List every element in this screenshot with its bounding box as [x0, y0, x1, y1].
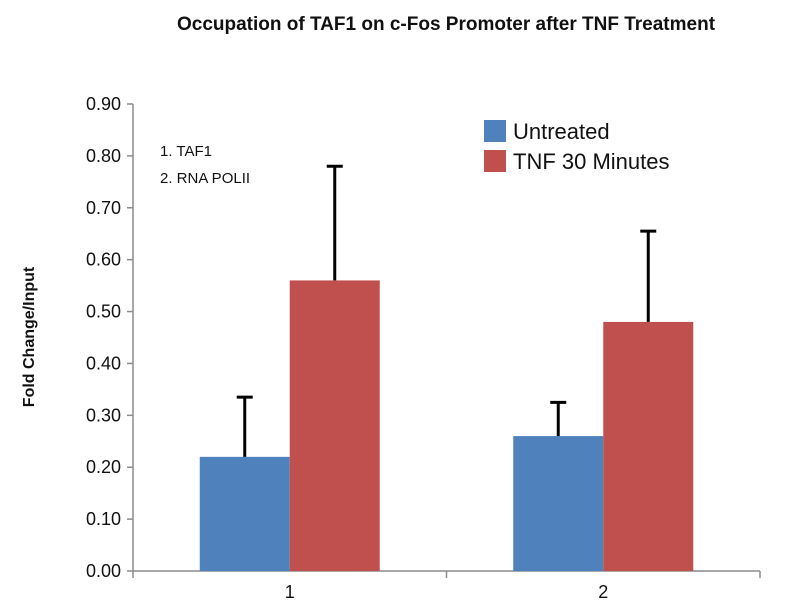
y-tick-labels: 0.00 0.10 0.20 0.30 0.40 0.50 0.60 0.70 0.80 0.90 [86, 94, 121, 581]
y-tick-label: 0.30 [86, 405, 121, 425]
chart-title: Occupation of TAF1 on c-Fos Promoter aft… [177, 14, 716, 35]
y-axis-label: Fold Change/Input [21, 266, 38, 407]
bar [199, 456, 290, 571]
y-tick-label: 0.80 [86, 146, 121, 166]
y-tick-label: 0.50 [86, 302, 121, 322]
bar [513, 436, 604, 571]
bars-group [199, 280, 694, 571]
x-tick-label: 2 [598, 582, 608, 600]
legend-swatch [484, 120, 506, 142]
y-tick-label: 0.20 [86, 457, 121, 477]
legend-label: TNF 30 Minutes [513, 149, 670, 174]
annotation-text: 2. RNA POLII [160, 170, 250, 187]
annotations: 1. TAF1 2. RNA POLII [160, 143, 250, 187]
legend-swatch [484, 150, 506, 172]
legend: Untreated TNF 30 Minutes [484, 119, 670, 174]
y-tick-label: 0.70 [86, 198, 121, 218]
x-tick-label: 1 [285, 582, 295, 600]
bar [603, 321, 694, 571]
y-tick-label: 0.10 [86, 509, 121, 529]
error-bars-group [236, 164, 657, 457]
bar [289, 280, 380, 571]
y-tick-label: 0.60 [86, 250, 121, 270]
annotation-text: 1. TAF1 [160, 143, 212, 160]
y-tick-label: 0.40 [86, 353, 121, 373]
legend-label: Untreated [513, 119, 610, 144]
y-tick-label: 0.90 [86, 94, 121, 114]
y-tick-label: 0.00 [86, 561, 121, 581]
